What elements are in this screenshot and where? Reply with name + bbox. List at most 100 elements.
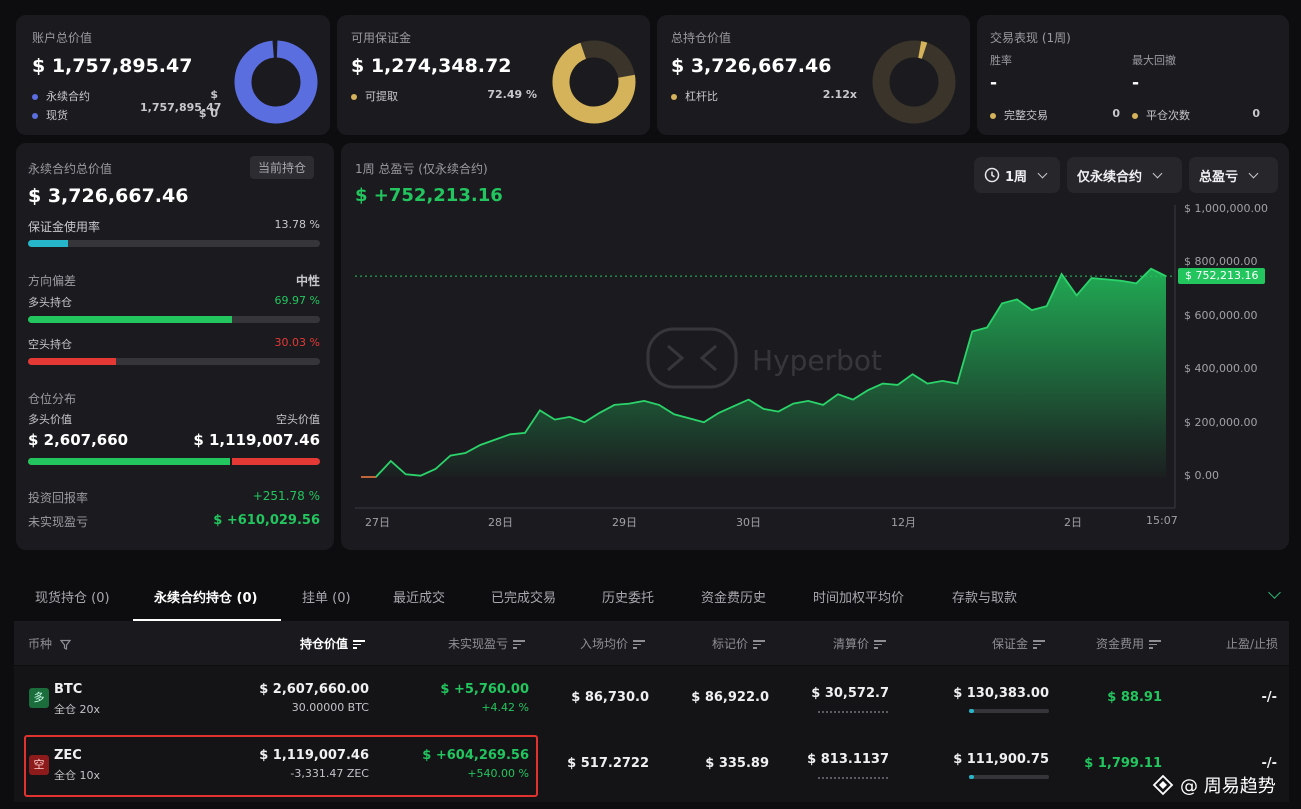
row-upnl: $ +604,269.56 [422,748,529,763]
col-liq-price[interactable]: 清算价 [833,635,887,652]
col-coin[interactable]: 币种 [28,635,72,652]
x-tick-label: 29日 [612,516,637,529]
sort-icon [753,638,766,651]
full-trades-row: 完整交易 [990,107,1048,123]
max-drawdown-label: 最大回撤 [1132,54,1176,67]
margin-value: $ 1,274,348.72 [351,55,512,77]
row-mode: 全仓 10x [54,769,101,782]
spot-dot [32,113,38,119]
row-quantity: -3,331.47 ZEC [290,767,369,780]
col-position-value[interactable]: 持仓价值 [300,635,366,652]
short-position-fill [28,358,116,365]
margin-card: 可用保证金 $ 1,274,348.72 可提取 72.49 % [337,15,650,135]
margin-rate-bar [28,240,320,247]
win-rate-label: 胜率 [990,54,1012,67]
pnl-area [361,268,1166,477]
col-mark-price[interactable]: 标记价 [712,635,766,652]
tab-perp-positions[interactable]: 永续合约持仓 (0) [154,591,258,606]
current-value-label: $ 752,213.16 [1178,268,1266,285]
scope-dropdown[interactable]: 仅永续合约 [1067,157,1182,193]
current-positions-badge[interactable]: 当前持仓 [250,156,315,179]
row-mark-price: $ 335.89 [705,756,769,771]
full-trades-label: 完整交易 [1004,109,1048,122]
tab-funding-history[interactable]: 资金费历史 [701,591,767,606]
tab-twap[interactable]: 时间加权平均价 [813,591,905,606]
perp-dot [32,94,38,100]
short-side-icon: 空 [29,755,49,775]
upnl-value: $ +610,029.56 [213,513,320,528]
position-total-card: 总持仓价值 $ 3,726,667.46 杠杆比 2.12x [657,15,970,135]
col-funding-label: 资金费用 [1096,637,1145,651]
upnl-label: 未实现盈亏 [28,515,89,529]
short-position-bar [28,358,320,365]
footer-watermark: @ 周易趋势 [1146,770,1282,800]
close-count-row: 平仓次数 [1132,107,1190,123]
tab-spot-positions[interactable]: 现货持仓 (0) [35,591,110,606]
x-tick-label: 2日 [1064,516,1082,529]
row-mark-price: $ 86,922.0 [691,690,769,705]
row-funding: $ 88.91 [1107,690,1162,705]
perp-label: 永续合约 [46,90,90,103]
roi-value: +251.78 % [252,489,320,503]
y-tick-label: $ 400,000.00 [1184,362,1258,376]
tab-recent-fills[interactable]: 最近成交 [393,591,446,606]
footer-watermark-text: @ 周易趋势 [1180,776,1276,797]
filter-icon [59,639,72,650]
table-row[interactable] [14,732,1289,802]
sort-icon [353,638,366,651]
row-margin-bar [969,709,1049,713]
col-upnl[interactable]: 未实现盈亏 [448,635,526,652]
col-margin[interactable]: 保证金 [992,635,1046,652]
col-position-value-label: 持仓价值 [300,637,349,651]
perp-overview-panel: 永续合约总价值 当前持仓 $ 3,726,667.46 保证金使用率 13.78… [16,143,334,550]
collapse-chevron-icon[interactable] [1268,586,1281,599]
row-margin-bar [969,775,1049,779]
full-trades-value: 0 [1112,107,1120,120]
period-dropdown-label: 1周 [1005,169,1028,185]
withdrawable-value: 72.49 % [487,88,537,101]
x-tick-label: 12月 [891,516,916,529]
spot-label: 现货 [46,109,68,122]
win-rate-value: - [990,73,998,93]
col-liq-price-label: 清算价 [833,637,870,651]
withdrawable-label: 可提取 [365,90,398,103]
long-value-label: 多头价值 [28,413,72,426]
row-margin-fill [969,775,974,779]
col-funding[interactable]: 资金费用 [1096,635,1162,652]
row-upnl-pct: +540.00 % [467,767,529,780]
long-side-icon: 多 [29,688,49,708]
tab-order-history[interactable]: 历史委托 [602,591,655,606]
row-coin: ZEC [54,748,82,763]
short-value: $ 1,119,007.46 [193,431,320,449]
short-position-pct: 30.03 % [274,336,320,349]
row-tpsl[interactable]: -/- [1261,756,1277,771]
row-entry-price: $ 86,730.0 [571,690,649,705]
tab-deposits-withdrawals[interactable]: 存款与取款 [952,591,1018,606]
sort-icon [513,638,526,651]
col-upnl-label: 未实现盈亏 [448,637,509,651]
roi-label: 投资回报率 [28,491,89,505]
pnl-chart: Hyperbot [355,205,1176,509]
row-liq-price: $ 30,572.7 [811,686,889,701]
sort-icon [633,638,646,651]
sort-icon [1149,638,1162,651]
max-drawdown-value: - [1132,73,1140,93]
account-total-label: 账户总价值 [32,31,93,45]
x-tick-label: 15:07 [1146,514,1178,527]
col-tpsl: 止盈/止损 [1226,637,1279,651]
tab-completed-trades[interactable]: 已完成交易 [491,591,557,606]
row-tpsl[interactable]: -/- [1261,690,1277,705]
col-entry-price[interactable]: 入场均价 [580,635,646,652]
chart-title: 1周 总盈亏 (仅永续合约) [355,162,488,176]
period-dropdown[interactable]: 1周 [974,157,1060,193]
row-upnl-pct: +4.42 % [481,701,529,714]
col-margin-label: 保证金 [992,637,1029,651]
sort-icon [874,638,887,651]
tab-open-orders[interactable]: 挂单 (0) [302,591,351,606]
account-total-value: $ 1,757,895.47 [32,55,193,77]
table-row[interactable] [14,666,1289,732]
margin-rate-fill [28,240,69,247]
metric-dropdown[interactable]: 总盈亏 [1189,157,1278,193]
row-upnl: $ +5,760.00 [440,682,529,697]
short-position-label: 空头持仓 [28,338,72,351]
